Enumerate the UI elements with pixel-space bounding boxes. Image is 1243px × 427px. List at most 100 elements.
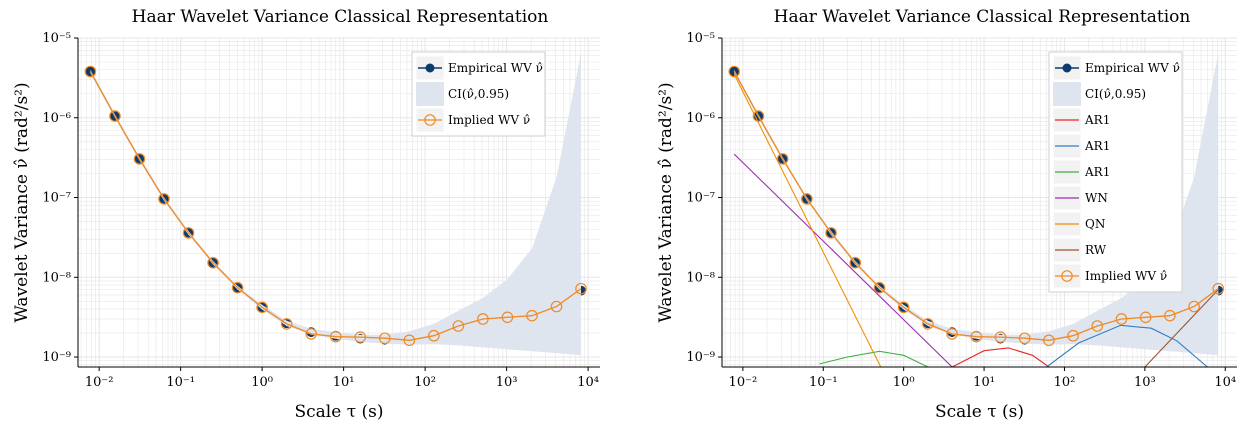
legend-key-marker: [424, 114, 436, 126]
x-axis-label: Scale τ (s): [294, 402, 383, 422]
implied-wv-point: [354, 331, 367, 343]
implied-wv-line: [89, 71, 582, 341]
x-tick-label: 10¹: [973, 375, 995, 390]
component-line-ar1: [1046, 324, 1208, 367]
ci-band: [734, 52, 1219, 356]
legend-key-marker: [1062, 63, 1072, 73]
implied-wv-point: [1115, 313, 1128, 325]
legend-label: AR1: [1084, 139, 1110, 153]
implied-wv-line: [733, 71, 1219, 341]
x-tick-label: 10⁻¹: [809, 375, 838, 390]
x-tick-label: 10³: [496, 375, 518, 390]
implied-wv-point: [1091, 320, 1104, 332]
implied-wv-point: [207, 256, 219, 269]
implied-wv-point: [1212, 282, 1225, 295]
implied-wv-point: [477, 313, 489, 325]
implied-wv-point: [575, 282, 587, 295]
implied-wv-point: [1067, 329, 1079, 342]
implied-wv-point: [378, 332, 391, 345]
y-tick-label: 10⁻⁸: [686, 270, 715, 285]
legend-label: AR1: [1084, 165, 1110, 179]
implied-wv-point: [970, 330, 983, 343]
implied-wv-point: [752, 110, 765, 122]
x-axis-label: Scale τ (s): [935, 402, 1024, 422]
legend-label: QN: [1085, 217, 1105, 231]
implied-wv-point: [256, 301, 268, 314]
legend-label: WN: [1085, 191, 1108, 205]
x-tick-label: 10⁰: [251, 375, 273, 390]
ci-band: [90, 52, 582, 356]
implied-wv-point: [776, 153, 789, 165]
component-line-wn: [733, 153, 953, 367]
implied-wv-point: [428, 329, 440, 342]
implied-wv-point: [1018, 332, 1031, 345]
component-line-qn: [733, 74, 882, 367]
implied-wv-point: [526, 309, 538, 322]
implied-wv-point: [501, 311, 514, 324]
chart-panel-1: 10⁻² 10⁻¹ 10⁰ 10¹ 10² 10³ 10⁴ 10⁻⁹ 10⁻⁸ 10⁻⁷ 10⁻⁶ 1…: [12, 7, 600, 422]
y-axis-label: Wavelet Variance ν̂ (rad²/s²): [656, 82, 676, 322]
x-tick-label: 10⁻¹: [166, 375, 195, 390]
y-axis-label: Wavelet Variance ν̂ (rad²/s²): [12, 82, 32, 322]
y-tick-label: 10⁻⁷: [686, 191, 715, 206]
y-tick-label: 10⁻⁹: [42, 350, 71, 365]
plot-area: [84, 52, 587, 356]
implied-wv-point: [946, 328, 958, 340]
component-line-ar1: [819, 350, 929, 367]
x-tick-label: 10⁰: [893, 375, 915, 390]
y-tick-label: 10⁻⁸: [42, 270, 71, 285]
implied-wv-point: [1188, 300, 1200, 313]
legend-label: CI(ν̂,0.95): [1085, 87, 1146, 101]
legend-key-marker: [1061, 270, 1073, 282]
implied-wv-point: [403, 334, 416, 347]
x-tick-label: 10¹: [333, 375, 355, 390]
y-tick-label: 10⁻⁵: [686, 31, 715, 46]
component-line-ar1: [951, 347, 1050, 367]
implied-wv-point: [109, 110, 121, 122]
x-tick-label: 10²: [1054, 375, 1076, 390]
chart-title: Haar Wavelet Variance Classical Represen…: [132, 7, 549, 27]
implied-wv-point: [897, 301, 910, 314]
implied-wv-point: [133, 153, 146, 165]
legend-label: Implied WV ν̂: [448, 113, 530, 127]
implied-wv-point: [550, 300, 563, 313]
legend-label: RW: [1085, 243, 1107, 257]
legend-key-ci-swatch: [416, 82, 444, 106]
y-tick-label: 10⁻⁷: [42, 191, 71, 206]
chart-title: Haar Wavelet Variance Classical Represen…: [774, 7, 1191, 27]
x-tick-label: 10⁻²: [729, 375, 758, 390]
implied-wv-point: [1043, 334, 1055, 347]
component-line-rw: [1144, 289, 1219, 367]
legend: Empirical WV ν̂ CI(ν̂,0.95) AR1 AR1 AR1 WN QN R…: [1048, 51, 1183, 293]
implied-wv-point: [849, 256, 862, 269]
implied-wv-point: [825, 227, 837, 239]
implied-wv-point: [873, 281, 886, 294]
legend: Empirical WV ν̂ CI(ν̂,0.95) Implied WV ν̂: [411, 51, 546, 137]
implied-wv-point: [728, 65, 741, 78]
implied-wv-point: [280, 318, 293, 330]
plot-area: [728, 52, 1225, 367]
implied-wv-point: [1164, 309, 1176, 322]
legend-label: Empirical WV ν̂: [1085, 61, 1180, 75]
x-tick-label: 10³: [1134, 375, 1156, 390]
implied-wv-point: [452, 320, 465, 332]
y-tick-label: 10⁻⁶: [42, 111, 71, 126]
implied-wv-point: [801, 193, 813, 205]
y-tick-label: 10⁻⁹: [686, 350, 715, 365]
legend-label: CI(ν̂,0.95): [448, 87, 509, 101]
legend-label: Implied WV ν̂: [1085, 269, 1167, 283]
legend-key-ci-swatch: [1053, 82, 1081, 106]
legend-label: Empirical WV ν̂: [448, 61, 543, 75]
x-tick-label: 10²: [414, 375, 436, 390]
legend-label: AR1: [1084, 113, 1110, 127]
implied-wv-point: [305, 328, 317, 340]
legend-key-marker: [425, 63, 435, 73]
implied-wv-point: [329, 330, 342, 343]
y-tick-label: 10⁻⁶: [686, 111, 715, 126]
implied-wv-point: [922, 318, 934, 330]
implied-wv-point: [182, 227, 195, 239]
implied-wv-point: [1139, 311, 1152, 324]
implied-wv-point: [84, 65, 97, 78]
chart-panel-2: 10⁻² 10⁻¹ 10⁰ 10¹ 10² 10³ 10⁴ 10⁻⁹ 10⁻⁸ 10⁻⁷ 10⁻⁶ 1…: [656, 7, 1237, 422]
